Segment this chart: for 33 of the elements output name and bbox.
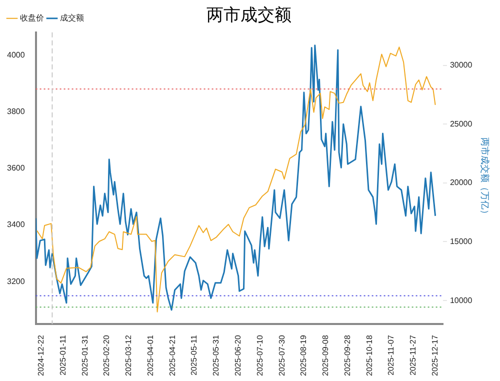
chart-title: 两市成交额 <box>206 6 292 26</box>
x-tick-label: 2025-08-19 <box>299 334 308 376</box>
x-tick-label: 2025-06-20 <box>233 334 242 376</box>
y2-tick-label: 10000 <box>450 296 473 305</box>
y-tick-label: 3600 <box>7 164 26 173</box>
y2-tick-label: 30000 <box>450 60 473 70</box>
legend-label: 成交额 <box>60 14 84 23</box>
x-tick-label: 2025-04-21 <box>168 334 177 376</box>
x-tick-label: 2025-10-18 <box>364 334 374 376</box>
y2-tick-label: 15000 <box>450 236 473 246</box>
y2-tick-label: 20000 <box>450 178 473 188</box>
x-tick-label: 2025-01-31 <box>80 334 90 376</box>
x-tick-label: 2025-09-28 <box>342 334 352 376</box>
x-tick-label: 2025-09-08 <box>321 334 330 376</box>
legend-label: 收盘价 <box>20 14 44 23</box>
x-tick-label: 2025-11-27 <box>408 334 418 376</box>
y-tick-label: 4000 <box>7 50 26 60</box>
x-tick-label: 2025-04-01 <box>146 334 155 376</box>
x-tick-label: 2025-03-12 <box>124 334 134 376</box>
y2-tick-label: 25000 <box>450 119 473 128</box>
x-tick-label: 2025-05-11 <box>190 334 199 376</box>
x-tick-label: 2025-07-10 <box>255 334 264 376</box>
x-tick-label: 2025-07-30 <box>277 334 286 376</box>
x-tick-label: 2025-11-07 <box>386 334 396 376</box>
y-tick-label: 3200 <box>7 276 26 286</box>
y2-axis-title: 两市成交额（万亿） <box>480 138 490 219</box>
x-tick-label: 2024-12-22 <box>36 334 46 376</box>
x-tick-label: 2025-12-17 <box>430 334 440 376</box>
y-tick-label: 3800 <box>7 106 26 116</box>
x-tick-label: 2025-05-31 <box>212 334 221 376</box>
x-tick-label: 2025-02-20 <box>102 334 112 376</box>
x-tick-label: 2025-01-11 <box>58 334 68 376</box>
y-tick-label: 3400 <box>7 220 26 230</box>
